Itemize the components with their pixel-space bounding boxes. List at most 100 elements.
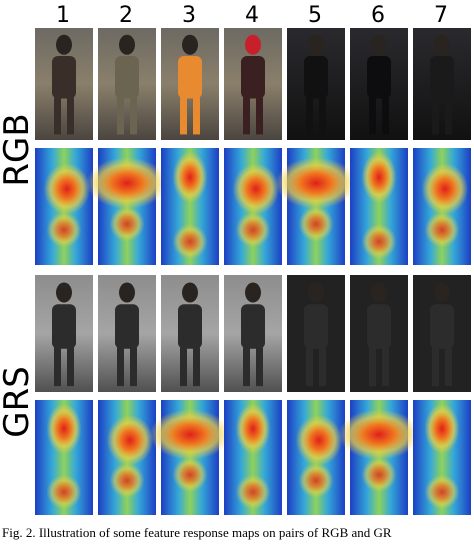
person-body bbox=[115, 304, 139, 349]
person-head bbox=[434, 282, 450, 303]
map-hotspot bbox=[421, 163, 469, 215]
map-hotspot bbox=[235, 403, 271, 455]
map-hotspot bbox=[109, 206, 145, 242]
person-head bbox=[434, 34, 450, 55]
person-image bbox=[35, 28, 93, 140]
person-image bbox=[224, 28, 282, 140]
map-hotspot bbox=[172, 457, 208, 492]
person-head bbox=[308, 34, 324, 55]
person-leg bbox=[54, 347, 61, 387]
person-body bbox=[304, 56, 328, 99]
person-leg bbox=[180, 347, 187, 387]
column-label: 1 bbox=[56, 3, 70, 28]
person-image bbox=[35, 275, 93, 392]
person-image bbox=[224, 275, 282, 392]
map-hotspot bbox=[46, 212, 82, 248]
column-label: 6 bbox=[371, 3, 385, 28]
person-body bbox=[178, 56, 202, 99]
map-hotspot bbox=[295, 414, 343, 466]
caption: Fig. 2. Illustration of some feature res… bbox=[2, 525, 392, 540]
person-head bbox=[56, 282, 72, 303]
person-leg bbox=[243, 97, 250, 135]
image-grid bbox=[35, 28, 471, 515]
person-image bbox=[98, 275, 156, 392]
row-label: GRS bbox=[0, 366, 37, 438]
person-leg bbox=[130, 97, 137, 135]
response-map bbox=[275, 148, 357, 265]
person-image bbox=[413, 28, 471, 140]
response-map bbox=[35, 148, 93, 265]
response-map bbox=[413, 148, 471, 265]
person-head bbox=[245, 34, 261, 55]
map-hotspot bbox=[235, 474, 271, 510]
map-hotspot bbox=[424, 212, 460, 248]
person-head bbox=[371, 282, 387, 303]
person-leg bbox=[67, 97, 74, 135]
map-hotspot bbox=[43, 163, 91, 215]
person-body bbox=[52, 56, 76, 99]
response-map bbox=[149, 400, 231, 515]
map-hotspot bbox=[106, 414, 154, 466]
person-image bbox=[350, 275, 408, 392]
person-leg bbox=[54, 97, 61, 135]
map-hotspot bbox=[361, 224, 397, 260]
person-leg bbox=[130, 347, 137, 387]
column-label: 4 bbox=[245, 3, 259, 28]
column-label: 5 bbox=[308, 3, 322, 28]
column-label: 7 bbox=[434, 3, 448, 28]
column-label: 3 bbox=[182, 3, 196, 28]
map-hotspot bbox=[149, 409, 231, 460]
map-hotspot bbox=[172, 224, 208, 260]
person-leg bbox=[193, 347, 200, 387]
person-body bbox=[367, 56, 391, 99]
person-leg bbox=[256, 97, 263, 135]
person-body bbox=[115, 56, 139, 99]
person-leg bbox=[319, 347, 326, 387]
person-image bbox=[350, 28, 408, 140]
map-hotspot bbox=[424, 474, 460, 510]
person-body bbox=[178, 304, 202, 349]
person-body bbox=[52, 304, 76, 349]
response-map bbox=[350, 148, 408, 265]
map-hotspot bbox=[298, 463, 334, 498]
response-map bbox=[161, 148, 219, 265]
person-leg bbox=[306, 347, 313, 387]
response-map bbox=[35, 400, 93, 515]
person-body bbox=[304, 304, 328, 349]
labels: 1 2 3 4 5 6 7 RGB GRS Fig. 2. Illustration of som… bbox=[0, 3, 448, 540]
person-head bbox=[56, 34, 72, 55]
person-body bbox=[241, 56, 265, 99]
map-hotspot bbox=[424, 403, 460, 455]
person-leg bbox=[432, 97, 439, 135]
person-head bbox=[371, 34, 387, 55]
person-head bbox=[182, 282, 198, 303]
person-head bbox=[308, 282, 324, 303]
map-hotspot bbox=[275, 157, 357, 209]
person-head bbox=[119, 34, 135, 55]
person-image bbox=[413, 275, 471, 392]
person-image bbox=[161, 28, 219, 140]
person-leg bbox=[67, 347, 74, 387]
person-body bbox=[430, 304, 454, 349]
person-leg bbox=[369, 347, 376, 387]
person-leg bbox=[319, 97, 326, 135]
person-head bbox=[182, 34, 198, 55]
person-leg bbox=[243, 347, 250, 387]
map-hotspot bbox=[109, 463, 145, 498]
response-map bbox=[224, 400, 282, 515]
person-leg bbox=[445, 347, 452, 387]
map-hotspot bbox=[46, 403, 82, 455]
map-hotspot bbox=[235, 212, 271, 248]
response-map bbox=[413, 400, 471, 515]
map-hotspot bbox=[361, 457, 397, 492]
map-hotspot bbox=[86, 157, 168, 209]
person-leg bbox=[117, 97, 124, 135]
person-leg bbox=[180, 97, 187, 135]
person-leg bbox=[369, 97, 376, 135]
person-leg bbox=[432, 347, 439, 387]
person-leg bbox=[117, 347, 124, 387]
person-head bbox=[245, 282, 261, 303]
person-body bbox=[430, 56, 454, 99]
